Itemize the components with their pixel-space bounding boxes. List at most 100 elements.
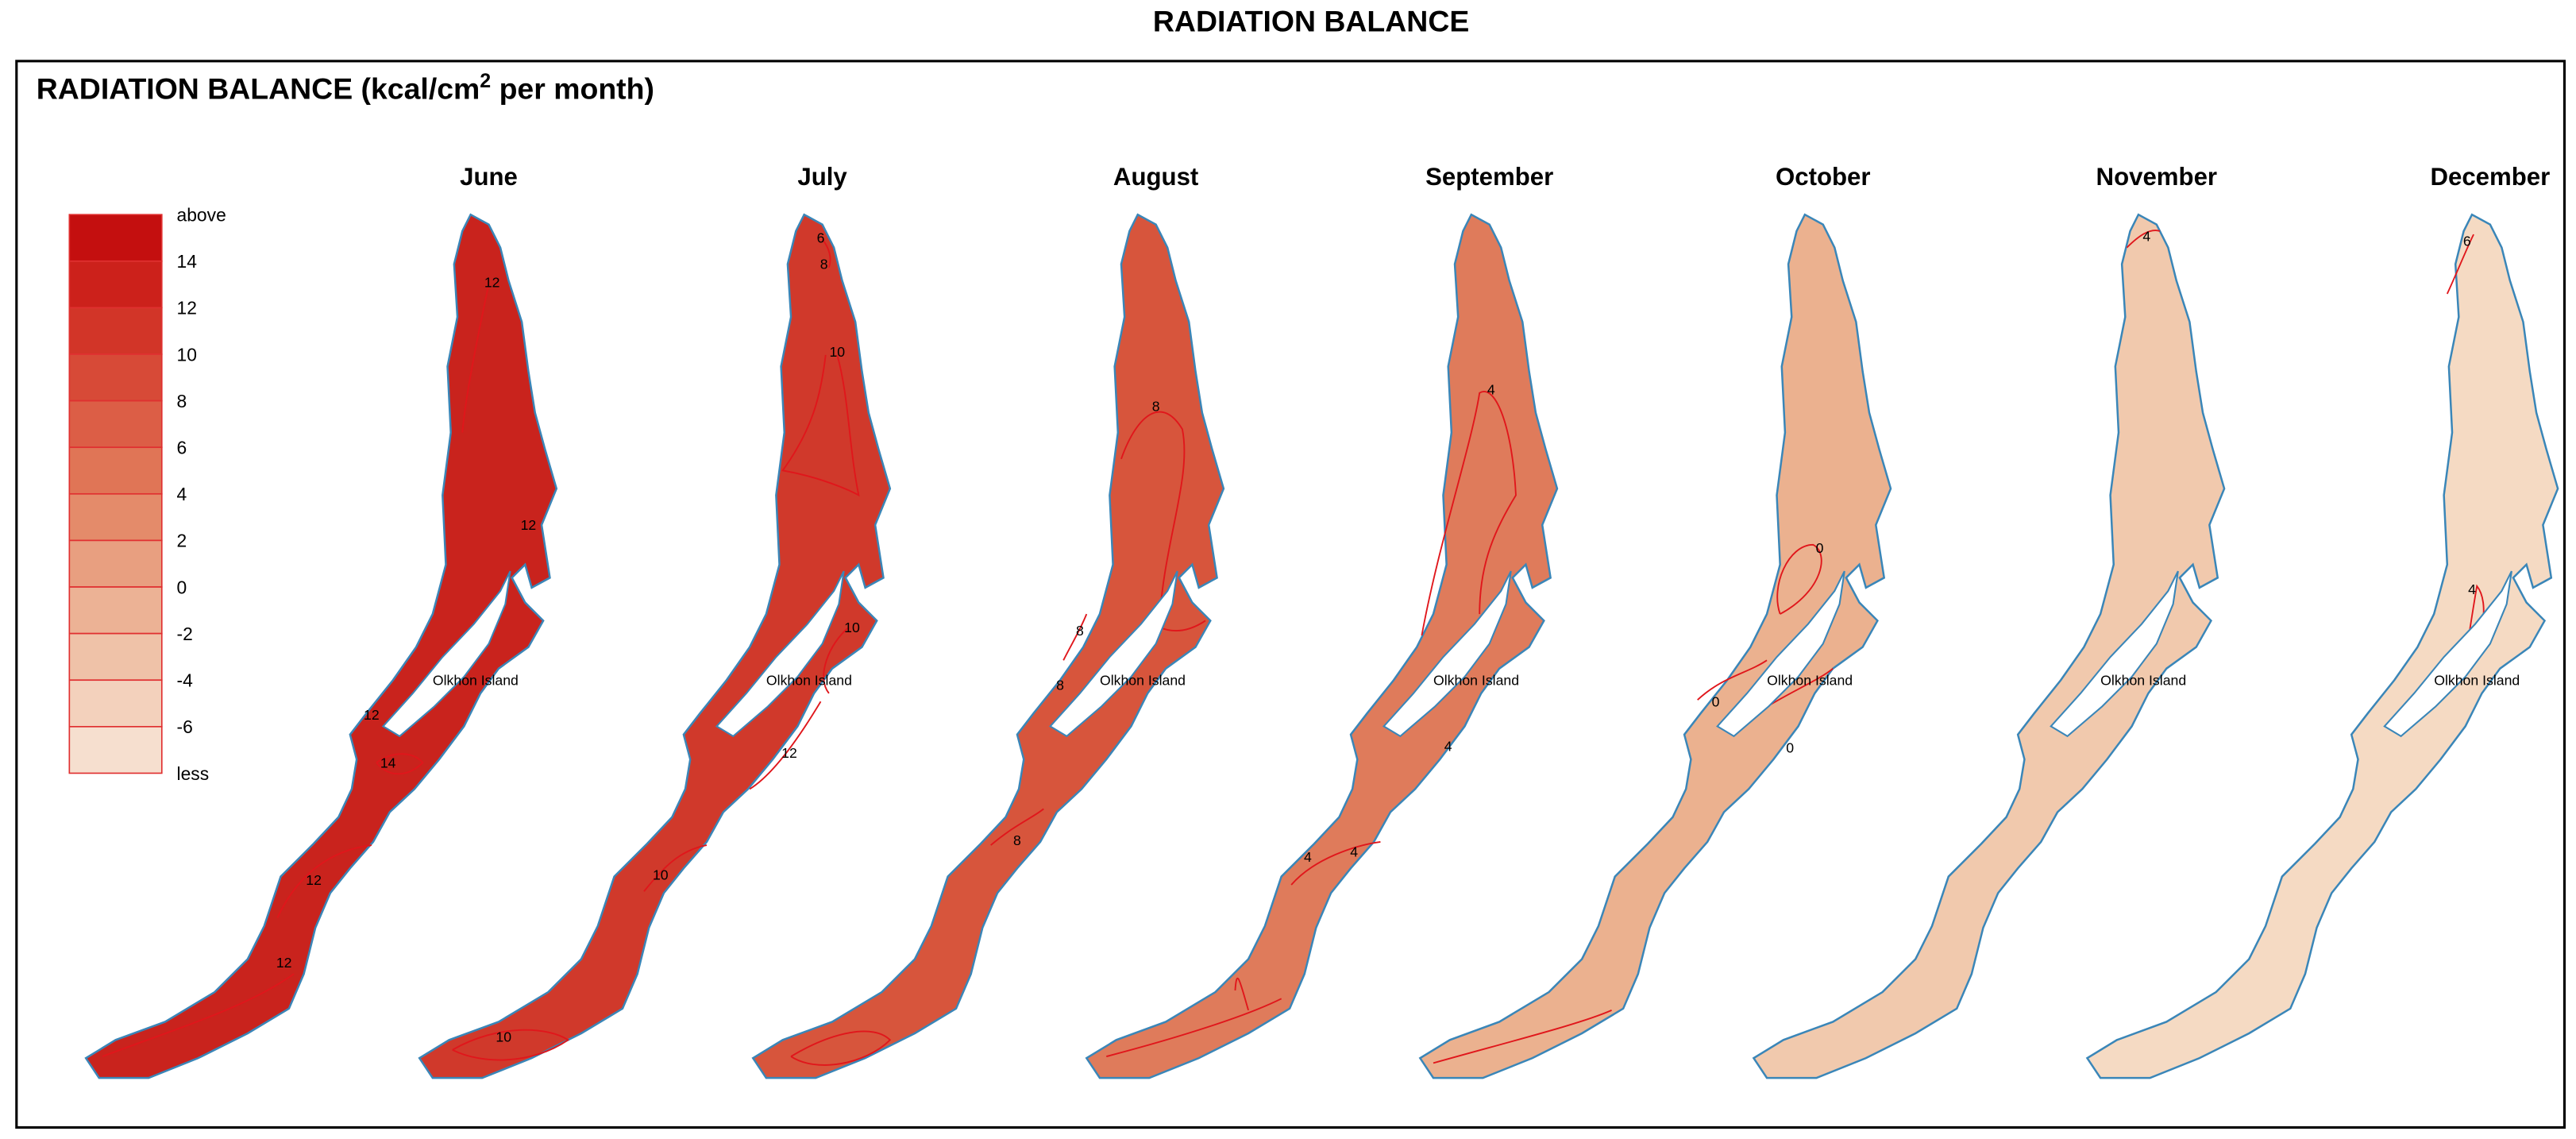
- legend-swatch: [68, 632, 163, 681]
- figure-title: RADIATION BALANCE: [1153, 4, 1469, 37]
- contour-label: 10: [653, 867, 669, 883]
- island: [2050, 570, 2179, 738]
- legend-label: less: [177, 763, 210, 784]
- contour-label: 0: [1712, 694, 1720, 710]
- contour-label: 0: [1816, 540, 1824, 556]
- month-label: June: [460, 163, 518, 191]
- contour-label: 12: [484, 275, 500, 291]
- contour-line: [821, 238, 831, 268]
- contour-line: [1421, 391, 1517, 636]
- legend-label: 6: [177, 438, 187, 458]
- contour-label: 12: [276, 955, 292, 971]
- contour-line: [2126, 230, 2161, 249]
- contour-line: [1062, 613, 1088, 661]
- island: [1716, 570, 1845, 738]
- contour-line: [790, 1030, 892, 1066]
- month-label: December: [2430, 163, 2550, 191]
- contour-label: 6: [2463, 234, 2471, 249]
- island-label: Olkhon Island: [766, 672, 852, 688]
- contour-line: [452, 1029, 570, 1061]
- contour-label: 4: [2142, 228, 2150, 244]
- panel-title: RADIATION BALANCE (kcal/cm2 per month): [37, 70, 654, 106]
- contour-line: [1106, 998, 1282, 1057]
- contour-line: [1776, 543, 1822, 615]
- contour-label: 10: [829, 344, 845, 360]
- contour-line: [1697, 659, 1768, 701]
- legend-label: above: [177, 204, 226, 225]
- contour-line: [749, 701, 822, 790]
- contour-line: [643, 844, 708, 892]
- legend-swatch: [68, 492, 163, 542]
- contour-line: [102, 973, 295, 1057]
- contour-line: [376, 753, 424, 775]
- legend-label: 4: [177, 484, 187, 504]
- contour-label: 8: [1152, 398, 1160, 414]
- contour-line: [1290, 840, 1381, 886]
- legend-swatch: [68, 260, 163, 309]
- contour-line: [823, 627, 850, 694]
- contour-label: 12: [364, 707, 380, 723]
- contour-line: [2446, 234, 2474, 295]
- legend-swatch: [68, 539, 163, 588]
- month-label: November: [2096, 163, 2217, 191]
- island: [1382, 570, 1512, 738]
- legend-swatch: [68, 307, 163, 355]
- month-label: October: [1776, 163, 1871, 191]
- legend-label: 12: [177, 298, 197, 319]
- contour-label: 8: [1013, 832, 1021, 848]
- island: [2383, 570, 2512, 738]
- contour-label: 14: [380, 755, 396, 770]
- legend-swatch: [68, 214, 163, 262]
- month-label: September: [1425, 163, 1553, 191]
- legend-label: 10: [177, 344, 197, 365]
- island-label: Olkhon Island: [2434, 672, 2520, 688]
- map-panel: October Olkhon Island 0 0 0: [1418, 163, 1892, 1079]
- contour-label: 4: [1444, 739, 1452, 755]
- contour-line: [781, 354, 860, 497]
- legend-swatch: [68, 446, 163, 495]
- contour-line: [276, 844, 372, 918]
- contour-line: [1234, 977, 1249, 1011]
- contour-line: [1120, 411, 1206, 631]
- contour-label: 4: [1487, 382, 1495, 398]
- island-label: Olkhon Island: [433, 672, 519, 688]
- contour-label: 8: [1056, 678, 1064, 693]
- legend-swatch: [68, 679, 163, 728]
- contour-label: 4: [2468, 581, 2476, 597]
- contour-label: 8: [820, 257, 828, 272]
- contour-line: [1433, 1010, 1612, 1064]
- legend-swatch: [68, 353, 163, 402]
- contour-label: 0: [1786, 740, 1794, 756]
- island-label: Olkhon Island: [2100, 672, 2186, 688]
- panel-title-text: RADIATION BALANCE (kcal/cm: [37, 72, 480, 106]
- legend-label: 0: [177, 577, 187, 597]
- island-label: Olkhon Island: [1433, 672, 1519, 688]
- legend-swatch: [68, 586, 163, 635]
- legend-label: -4: [177, 670, 194, 691]
- contour-label: 12: [521, 517, 537, 533]
- contour-label: 12: [781, 745, 797, 761]
- month-label: July: [797, 163, 847, 191]
- legend-label: 2: [177, 531, 187, 551]
- legend-label: 14: [177, 251, 198, 272]
- contour-label: 10: [844, 620, 860, 635]
- month-label: August: [1113, 163, 1198, 191]
- island: [381, 570, 511, 738]
- contour-line: [461, 284, 490, 433]
- legend-swatch: [68, 400, 163, 449]
- map-panel: November Olkhon Island 4: [1752, 163, 2226, 1079]
- legend-label: 8: [177, 391, 187, 411]
- contour-label: 6: [817, 230, 825, 246]
- map-panel: December Olkhon Island 6 4: [2085, 163, 2559, 1079]
- contour-label: 4: [1304, 849, 1312, 865]
- contour-line: [990, 808, 1044, 846]
- legend-label: -2: [177, 624, 193, 644]
- legend-swatch: [68, 726, 163, 774]
- legend-label: -6: [177, 716, 193, 737]
- contour-label: 4: [1350, 844, 1358, 860]
